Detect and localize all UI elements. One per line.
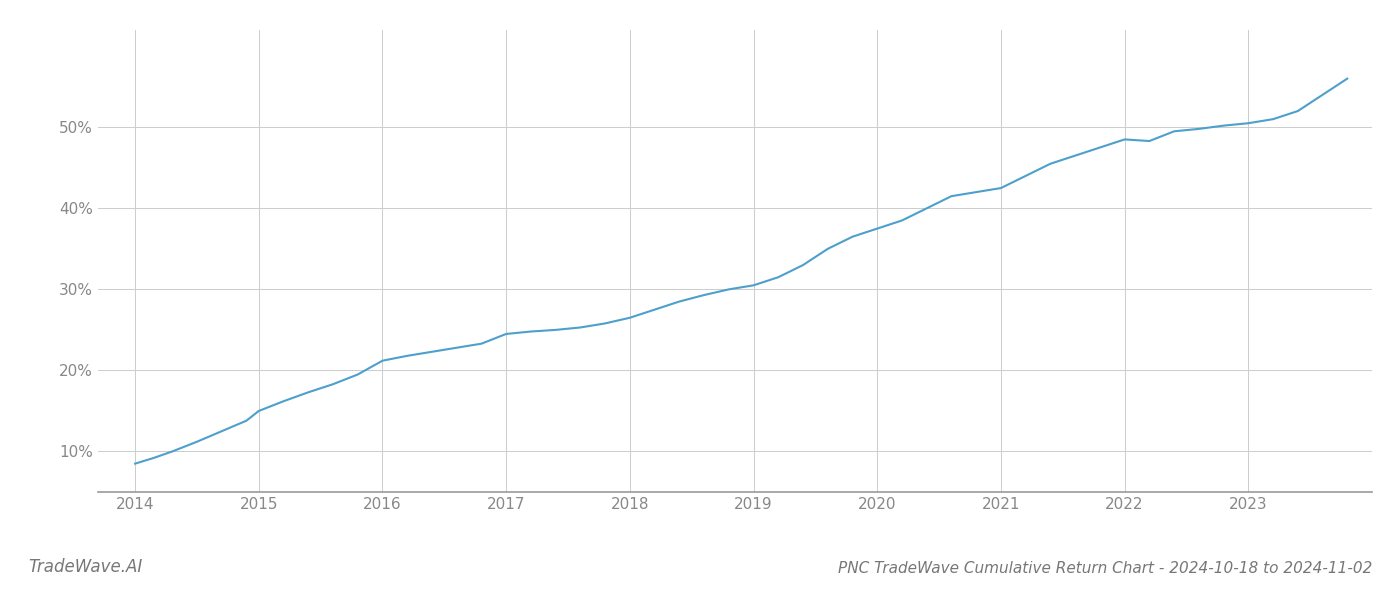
Text: TradeWave.AI: TradeWave.AI: [28, 558, 143, 576]
Text: PNC TradeWave Cumulative Return Chart - 2024-10-18 to 2024-11-02: PNC TradeWave Cumulative Return Chart - …: [837, 561, 1372, 576]
